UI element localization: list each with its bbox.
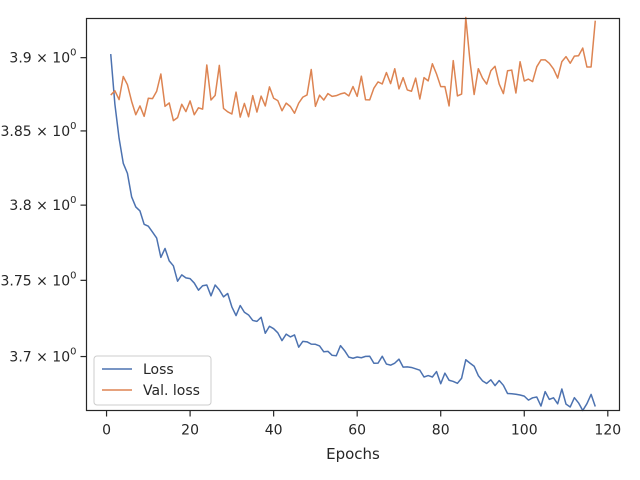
- y-tick-label: 3.8 × 100: [9, 195, 76, 214]
- x-tick-label: 80: [432, 423, 450, 439]
- x-tick-label: 40: [265, 423, 283, 439]
- legend: Loss Val. loss: [93, 355, 212, 406]
- x-tick-label: 20: [181, 423, 199, 439]
- plot-area: [109, 16, 597, 412]
- axis-ticks: 0 20 40 60 80 100 120 3.7 × 100 3.75 × 100 3.8 × …: [1, 48, 622, 439]
- legend-label-val-loss: Val. loss: [143, 383, 200, 399]
- x-tick-label: 60: [348, 423, 366, 439]
- y-tick-label: 3.75 × 100: [1, 270, 77, 289]
- y-tick-label: 3.85 × 100: [1, 121, 77, 140]
- series-line-loss: [109, 53, 596, 412]
- axes-frame: [85, 17, 621, 412]
- x-tick-label: 120: [594, 423, 621, 439]
- series-line-val-loss: [110, 16, 597, 122]
- x-tick-label: 0: [102, 423, 111, 439]
- x-axis-title: Epochs: [326, 445, 380, 463]
- x-tick-label: 100: [511, 423, 538, 439]
- y-tick-label: 3.7 × 100: [9, 347, 76, 366]
- legend-label-loss: Loss: [143, 362, 174, 378]
- y-tick-label: 3.9 × 100: [9, 48, 76, 67]
